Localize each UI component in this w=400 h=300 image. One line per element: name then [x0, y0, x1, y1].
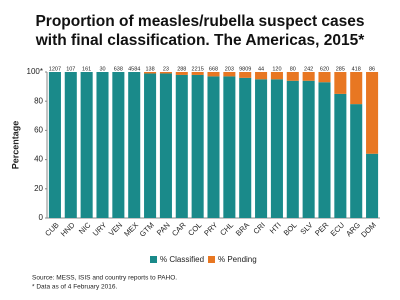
legend-swatch	[150, 256, 157, 263]
bar-segment	[239, 72, 252, 78]
bar-segment	[366, 72, 379, 154]
bar-segment	[318, 82, 331, 218]
bar-segment	[350, 104, 363, 218]
x-tick-label: BRA	[234, 220, 251, 237]
x-tick-label: CRI	[251, 220, 267, 236]
chart-title: Proportion of measles/rubella suspect ca…	[35, 13, 365, 49]
y-tick-label: 80	[34, 96, 43, 105]
count-label: 1207	[49, 66, 61, 72]
legend-swatch	[208, 256, 215, 263]
x-tick-label: CUB	[43, 220, 61, 238]
count-label: 288	[177, 66, 186, 72]
bar-segment	[191, 72, 204, 75]
bar-segment	[128, 72, 141, 218]
bar-segment	[159, 73, 172, 219]
bar-segment	[286, 80, 299, 218]
count-label: 285	[336, 66, 345, 72]
y-tick-label: 0	[39, 213, 44, 222]
bar-segment	[366, 153, 379, 218]
y-axis-label: Percentage	[10, 121, 20, 170]
x-tick-label: COL	[186, 220, 203, 237]
x-tick-label: NIC	[77, 220, 93, 236]
bar-segment	[270, 79, 283, 218]
count-label: 30	[99, 66, 105, 72]
x-tick-label: CHL	[218, 220, 235, 237]
count-label: 203	[225, 66, 234, 72]
x-tick-label: DOM	[359, 220, 378, 239]
x-tick-label: HTI	[268, 220, 283, 235]
count-label: 161	[82, 66, 91, 72]
count-label: 80	[290, 66, 296, 72]
legend-label: % Classified	[160, 255, 204, 264]
count-label: 4584	[128, 66, 140, 72]
bar-segment	[270, 72, 283, 80]
bar-segment	[144, 72, 157, 74]
x-tick-label: VEN	[107, 220, 124, 237]
x-tick-label: ECU	[329, 220, 347, 238]
count-label: 242	[304, 66, 313, 72]
count-label: 120	[272, 66, 281, 72]
bar-segment	[334, 72, 347, 94]
bar-segment	[64, 72, 77, 218]
bar-segment	[302, 72, 315, 81]
bar-segment	[191, 74, 204, 218]
bar-segment	[239, 77, 252, 218]
bar-segment	[207, 72, 220, 77]
footnote: Source: MESS, ISIS and country reports t…	[32, 275, 177, 282]
bar-segment	[207, 76, 220, 218]
x-tick-label: CAR	[170, 220, 188, 238]
count-label: 107	[66, 66, 75, 72]
footnote: * Data as of 4 February 2016.	[32, 284, 117, 291]
bar-segment	[350, 72, 363, 105]
bar-segment	[286, 72, 299, 81]
bar-segment	[112, 72, 125, 218]
count-label: 9809	[239, 66, 251, 72]
count-label: 638	[114, 66, 123, 72]
count-label: 620	[320, 66, 329, 72]
bar-segment	[48, 72, 61, 218]
bar-segment	[80, 72, 93, 218]
x-tick-label: GTM	[138, 220, 156, 238]
bar-segment	[255, 79, 268, 218]
count-label: 418	[352, 66, 361, 72]
x-tick-label: URY	[91, 220, 108, 237]
x-tick-label: BOL	[282, 220, 299, 237]
x-tick-label: ARG	[344, 220, 362, 238]
count-label: 138	[145, 66, 154, 72]
y-tick-label: 60	[34, 126, 43, 135]
x-tick-label: MEX	[122, 220, 140, 238]
bar-segment	[159, 72, 172, 74]
bar-segment	[334, 93, 347, 218]
count-label: 23	[163, 66, 169, 72]
y-tick-label: 100*	[27, 67, 43, 76]
count-label: 44	[258, 66, 264, 72]
bar-segment	[318, 72, 331, 83]
x-tick-label: PER	[313, 220, 331, 238]
x-tick-label: PAN	[155, 220, 172, 237]
count-label: 2215	[192, 66, 204, 72]
bar-segment	[144, 73, 157, 219]
bar-segment	[223, 72, 236, 77]
x-tick-label: HND	[59, 220, 77, 238]
bar-segment	[223, 76, 236, 218]
bar-segment	[175, 74, 188, 218]
bar-segment	[96, 72, 109, 218]
legend-label: % Pending	[218, 255, 257, 264]
bar-segment	[302, 80, 315, 218]
y-tick-label: 20	[34, 184, 43, 193]
x-tick-label: SLV	[298, 220, 314, 236]
bar-segment	[255, 72, 268, 80]
count-label: 668	[209, 66, 218, 72]
count-label: 86	[369, 66, 375, 72]
y-tick-label: 40	[34, 155, 43, 164]
bar-segment	[175, 72, 188, 75]
x-tick-label: PRY	[202, 220, 219, 237]
